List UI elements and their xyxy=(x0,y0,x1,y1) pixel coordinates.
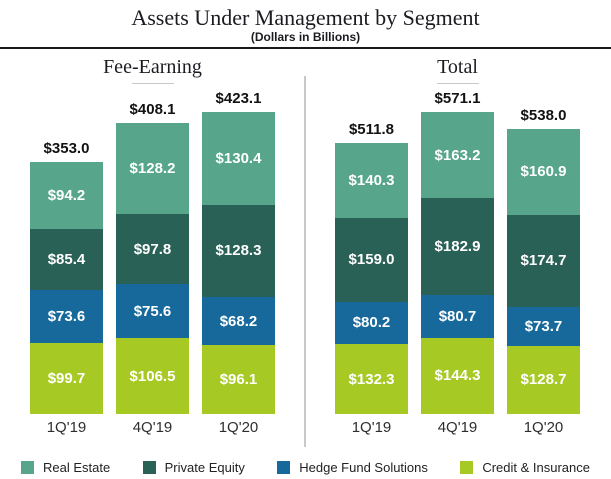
bar-total-label: $408.1 xyxy=(129,100,176,118)
legend-swatch xyxy=(21,461,34,474)
legend-label: Credit & Insurance xyxy=(482,460,590,475)
x-axis-label: 1Q'20 xyxy=(523,419,564,436)
bar-total-label: $571.1 xyxy=(434,90,481,108)
x-axis-label: 1Q'19 xyxy=(351,419,392,436)
group-title-fee-earning: Fee-Earning xyxy=(103,56,202,78)
legend-item: Credit & Insurance xyxy=(460,460,590,475)
bar-column: $511.8 $140.3 $159.0 $80.2 $132.3 xyxy=(335,121,408,414)
legend-item: Hedge Fund Solutions xyxy=(277,460,428,475)
bar-segment: $96.1 xyxy=(202,345,275,414)
x-axis-label: 4Q'19 xyxy=(437,419,478,436)
bar-segment: $163.2 xyxy=(421,112,494,199)
group-divider-line xyxy=(304,76,306,447)
bar-column: $353.0 $94.2 $85.4 $73.6 $99.7 xyxy=(30,140,103,414)
bar-total-label: $538.0 xyxy=(520,107,567,125)
chart-subtitle: (Dollars in Billions) xyxy=(250,30,361,44)
bar-column: $408.1 $128.2 $97.8 $75.6 $106.5 xyxy=(116,101,189,414)
chart-group-total: Total $511.8 $140.3 $159.0 $80.2 $132.3 $571.… xyxy=(305,49,610,451)
bar-segment: $132.3 xyxy=(335,344,408,414)
legend-item: Real Estate xyxy=(21,460,110,475)
bar-segment: $128.2 xyxy=(116,122,189,215)
group-title-underline xyxy=(436,83,479,84)
x-axis-label: 4Q'19 xyxy=(132,419,173,436)
bar-total-label: $423.1 xyxy=(215,90,262,108)
legend-swatch xyxy=(142,461,156,474)
bar-segment: $99.7 xyxy=(30,342,103,414)
group-title-underline xyxy=(131,83,174,84)
bar-column: $423.1 $130.4 $128.3 $68.2 $96.1 xyxy=(202,90,275,414)
bar-segment: $97.8 xyxy=(116,214,189,284)
bar-segment: $160.9 xyxy=(507,129,580,215)
bars-container-fee-earning: $353.0 $94.2 $85.4 $73.6 $99.7 $408.1 $128.2 $9… xyxy=(30,88,275,414)
legend-item: Private Equity xyxy=(142,460,245,475)
x-axis-labels-total: 1Q'19 4Q'19 1Q'20 xyxy=(335,419,580,436)
bar-segment: $68.2 xyxy=(202,296,275,346)
chart-title: Assets Under Management by Segment xyxy=(131,5,480,30)
bar-segment: $85.4 xyxy=(30,229,103,291)
legend-label: Hedge Fund Solutions xyxy=(299,460,428,475)
bar-segment: $73.6 xyxy=(30,290,103,343)
bar-segment: $75.6 xyxy=(116,284,189,338)
chart-group-fee-earning: Fee-Earning $353.0 $94.2 $85.4 $73.6 $99.7 $4… xyxy=(0,49,305,451)
bar-total-label: $511.8 xyxy=(348,121,395,139)
bars-container-total: $511.8 $140.3 $159.0 $80.2 $132.3 $571.1 $163.… xyxy=(335,88,580,414)
bar-segment: $128.3 xyxy=(202,205,275,297)
bar-segment: $159.0 xyxy=(335,217,408,302)
bar-segment: $73.7 xyxy=(507,306,580,346)
bar-segment: $106.5 xyxy=(116,338,189,414)
legend-swatch xyxy=(460,461,474,474)
bar-segment: $80.7 xyxy=(421,295,494,338)
bar-segment: $80.2 xyxy=(335,301,408,344)
x-axis-label: 1Q'19 xyxy=(46,419,87,436)
x-axis-labels-fee-earning: 1Q'19 4Q'19 1Q'20 xyxy=(30,419,275,436)
bar-segment: $140.3 xyxy=(335,143,408,218)
bar-segment: $128.7 xyxy=(507,345,580,414)
legend-swatch xyxy=(277,461,291,474)
bar-segment: $182.9 xyxy=(421,198,494,296)
chart-header: Assets Under Management by Segment (Doll… xyxy=(0,0,611,49)
group-title-total: Total xyxy=(437,56,478,78)
bar-column: $571.1 $163.2 $182.9 $80.7 $144.3 xyxy=(421,90,494,414)
bar-segment: $144.3 xyxy=(421,337,494,414)
bar-total-label: $353.0 xyxy=(43,140,90,158)
bar-segment: $174.7 xyxy=(507,214,580,307)
bar-segment: $130.4 xyxy=(202,112,275,206)
legend-label: Private Equity xyxy=(164,460,245,475)
bar-segment: $94.2 xyxy=(30,162,103,230)
bar-column: $538.0 $160.9 $174.7 $73.7 $128.7 xyxy=(507,107,580,414)
chart-area: Fee-Earning $353.0 $94.2 $85.4 $73.6 $99.7 $4… xyxy=(0,49,611,451)
legend-label: Real Estate xyxy=(43,460,111,475)
x-axis-label: 1Q'20 xyxy=(218,419,259,436)
legend: Real Estate Private Equity Hedge Fund Solu… xyxy=(0,460,611,475)
